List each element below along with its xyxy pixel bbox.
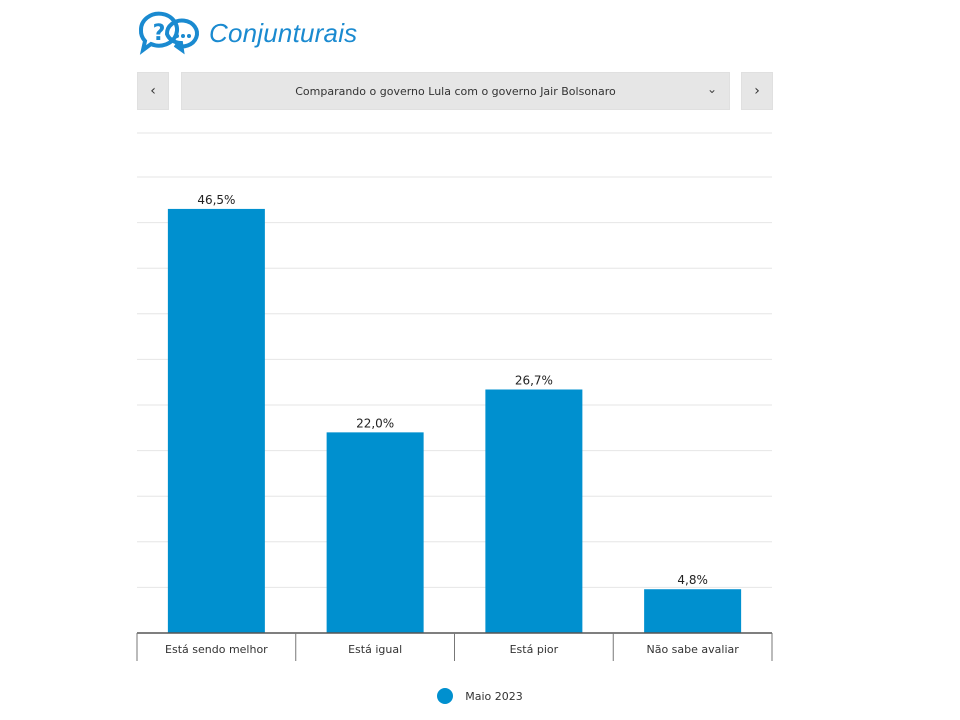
selector-value: Comparando o governo Lula com o governo …	[295, 84, 616, 98]
legend: Maio 2023	[0, 688, 960, 704]
svg-text:?: ?	[153, 21, 166, 46]
bar	[326, 432, 424, 633]
header: ? Conjunturais	[137, 10, 357, 56]
next-button[interactable]: ›	[741, 72, 773, 110]
legend-label: Maio 2023	[465, 689, 523, 703]
chevron-down-icon: ⌄	[706, 82, 717, 96]
data-label: 4,8%	[677, 573, 708, 587]
category-label: Não sabe avaliar	[646, 643, 739, 656]
category-label: Está pior	[510, 643, 559, 656]
data-label: 46,5%	[197, 193, 235, 207]
category-label: Está igual	[348, 643, 402, 656]
page-title: Conjunturais	[209, 17, 358, 48]
data-label: 26,7%	[515, 373, 553, 387]
chevron-left-icon: ‹	[150, 83, 156, 99]
bar	[485, 389, 583, 633]
data-label: 22,0%	[356, 416, 394, 430]
legend-swatch[interactable]	[437, 688, 454, 704]
bar	[644, 589, 742, 633]
previous-button[interactable]: ‹	[137, 72, 169, 110]
chevron-right-icon: ›	[754, 83, 760, 99]
question-chat-bubbles-icon: ?	[138, 11, 199, 55]
question-selector[interactable]: Comparando o governo Lula com o governo …	[181, 72, 730, 110]
bar	[167, 208, 265, 634]
category-label: Está sendo melhor	[165, 643, 268, 656]
